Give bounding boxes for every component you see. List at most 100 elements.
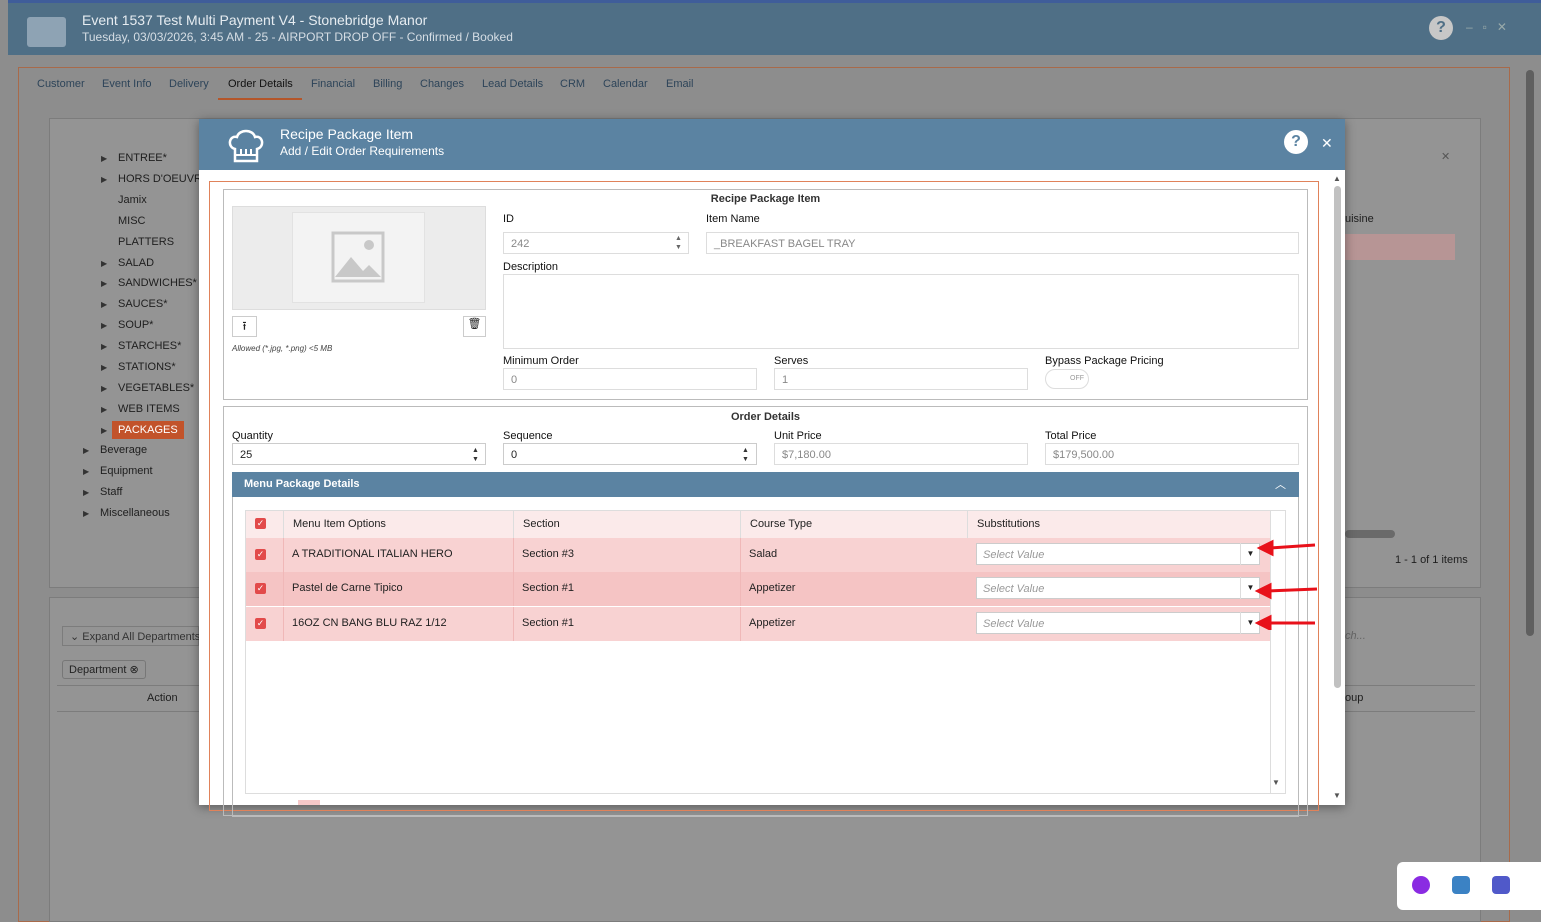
grid-panel: [232, 497, 1299, 817]
row-checkbox[interactable]: ✓: [255, 583, 266, 595]
tab[interactable]: Email: [666, 78, 694, 90]
collapse-icon[interactable]: ︿: [1275, 479, 1286, 491]
tab[interactable]: Delivery: [169, 78, 209, 90]
tree-item[interactable]: Staff: [100, 486, 123, 498]
tray-icon[interactable]: [1452, 876, 1470, 894]
expand-arrow[interactable]: ▶: [83, 488, 90, 497]
tree-item[interactable]: MISC: [118, 214, 146, 227]
id-input[interactable]: 242: [503, 232, 689, 254]
description-input[interactable]: [503, 274, 1299, 349]
tab[interactable]: Calendar: [603, 78, 648, 90]
tab[interactable]: Lead Details: [482, 78, 544, 90]
cell-border: [513, 572, 514, 607]
unit-price-input: $7,180.00: [774, 443, 1028, 465]
tray-icon[interactable]: [1492, 876, 1510, 894]
spinner[interactable]: ▲ ▼: [742, 447, 749, 463]
grid-cell: Appetizer: [749, 616, 796, 629]
expand-arrow[interactable]: ▶: [83, 446, 90, 455]
item-name-label: Item Name: [706, 213, 760, 225]
expand-button[interactable]: [62, 626, 199, 646]
expand-arrow[interactable]: ▶: [101, 383, 108, 393]
tray-icon[interactable]: [1412, 876, 1430, 894]
tab[interactable]: Financial: [311, 78, 356, 90]
tree-item[interactable]: Equipment: [100, 465, 153, 477]
expand-label[interactable]: ⌄ Expand All Departments: [70, 631, 201, 643]
substitution-dropdown[interactable]: Select Value: [976, 577, 1260, 600]
expand-arrow[interactable]: ▶: [101, 279, 108, 289]
tree-item[interactable]: HORS D'OEUVR: [118, 172, 202, 185]
department-chip[interactable]: Department ⊗: [62, 660, 146, 679]
cell-border: [513, 606, 514, 641]
tree-item[interactable]: VEGETABLES*: [118, 381, 195, 394]
help-button[interactable]: ?: [1429, 16, 1453, 40]
sequence-input[interactable]: 0: [503, 443, 757, 465]
tab[interactable]: Event Info: [102, 78, 152, 90]
tab[interactable]: Customer: [37, 78, 85, 90]
tree-item[interactable]: Jamix: [118, 193, 147, 206]
expand-arrow[interactable]: ▶: [101, 425, 108, 435]
tree-item[interactable]: PACKAGES: [112, 420, 184, 439]
tree-item[interactable]: Miscellaneous: [100, 507, 170, 519]
expand-arrow[interactable]: ▶: [101, 363, 108, 372]
grid-panel-header[interactable]: [232, 472, 1299, 497]
expand-arrow[interactable]: ▶: [101, 404, 108, 414]
chef-hat-icon: [228, 129, 264, 163]
tree-item[interactable]: STARCHES*: [118, 340, 182, 353]
dropdown-arrow[interactable]: ▼: [1240, 543, 1260, 565]
tree-item[interactable]: SALAD: [118, 256, 155, 269]
highlight-row: [1345, 234, 1455, 260]
unit-price-label: Unit Price: [774, 430, 822, 442]
bypass-toggle[interactable]: OFF: [1045, 369, 1089, 389]
scroll-down[interactable]: ▼: [1333, 791, 1341, 800]
grid-cell: 16OZ CN BANG BLU RAZ 1/12: [292, 616, 447, 629]
expand-arrow[interactable]: ▶: [101, 258, 108, 268]
select-all-checkbox[interactable]: ✓: [255, 518, 266, 529]
modal-help[interactable]: ?: [1284, 130, 1308, 154]
substitution-dropdown[interactable]: Select Value: [976, 611, 1260, 634]
expand-arrow[interactable]: ▶: [101, 321, 108, 331]
dropdown-arrow[interactable]: ▼: [1240, 611, 1260, 634]
expand-arrow[interactable]: ▶: [101, 300, 108, 310]
annotation-arrows: [1254, 539, 1318, 630]
tree-item[interactable]: WEB ITEMS: [118, 402, 180, 415]
tab[interactable]: CRM: [560, 78, 586, 90]
row-checkbox[interactable]: ✓: [255, 617, 266, 629]
clear-icon[interactable]: ✕: [1441, 151, 1451, 163]
tab[interactable]: Billing: [373, 78, 403, 90]
window-controls[interactable]: – ▫ ✕: [1466, 20, 1507, 34]
scroll-down[interactable]: ▼: [1272, 778, 1280, 787]
serves-input[interactable]: 1: [774, 368, 1028, 390]
column-header: Section: [513, 510, 560, 538]
tree-item[interactable]: SAUCES*: [118, 298, 168, 311]
delete-button[interactable]: 🗑: [463, 316, 486, 337]
modal-close[interactable]: ✕: [1321, 135, 1333, 151]
item-section: [223, 189, 1308, 400]
spinner[interactable]: ▲ ▼: [675, 235, 682, 251]
tree-item[interactable]: ENTREE*: [118, 152, 167, 164]
action-header: Action: [147, 692, 178, 704]
tree-item[interactable]: STATIONS*: [118, 361, 176, 373]
substitution-dropdown[interactable]: Select Value: [976, 543, 1260, 565]
tree-item[interactable]: SOUP*: [118, 319, 154, 332]
expand-arrow[interactable]: ▶: [83, 467, 90, 476]
contact-icon: [27, 17, 66, 47]
expand-arrow[interactable]: ▶: [101, 174, 108, 184]
search-box[interactable]: ch...: [1345, 630, 1366, 642]
scroll-up[interactable]: ▲: [1333, 174, 1341, 183]
tab[interactable]: Changes: [420, 78, 465, 90]
tree-item[interactable]: SANDWICHES*: [118, 277, 197, 290]
row-checkbox[interactable]: ✓: [255, 549, 266, 560]
min-order-input[interactable]: 0: [503, 368, 757, 390]
tab[interactable]: Order Details: [228, 78, 293, 90]
grid-scrollbar: [1270, 511, 1286, 794]
tree-item[interactable]: PLATTERS: [118, 235, 175, 248]
spinner[interactable]: ▲ ▼: [472, 447, 479, 463]
dropdown-arrow[interactable]: ▼: [1240, 577, 1260, 600]
expand-arrow[interactable]: ▶: [83, 509, 90, 518]
tree-item[interactable]: Beverage: [100, 444, 148, 456]
item-name-input[interactable]: _BREAKFAST BAGEL TRAY: [706, 232, 1299, 254]
quantity-input[interactable]: 25: [232, 443, 486, 465]
upload-button[interactable]: ⭱: [232, 316, 257, 337]
expand-arrow[interactable]: ▶: [101, 342, 108, 352]
expand-arrow[interactable]: ▶: [101, 154, 108, 163]
